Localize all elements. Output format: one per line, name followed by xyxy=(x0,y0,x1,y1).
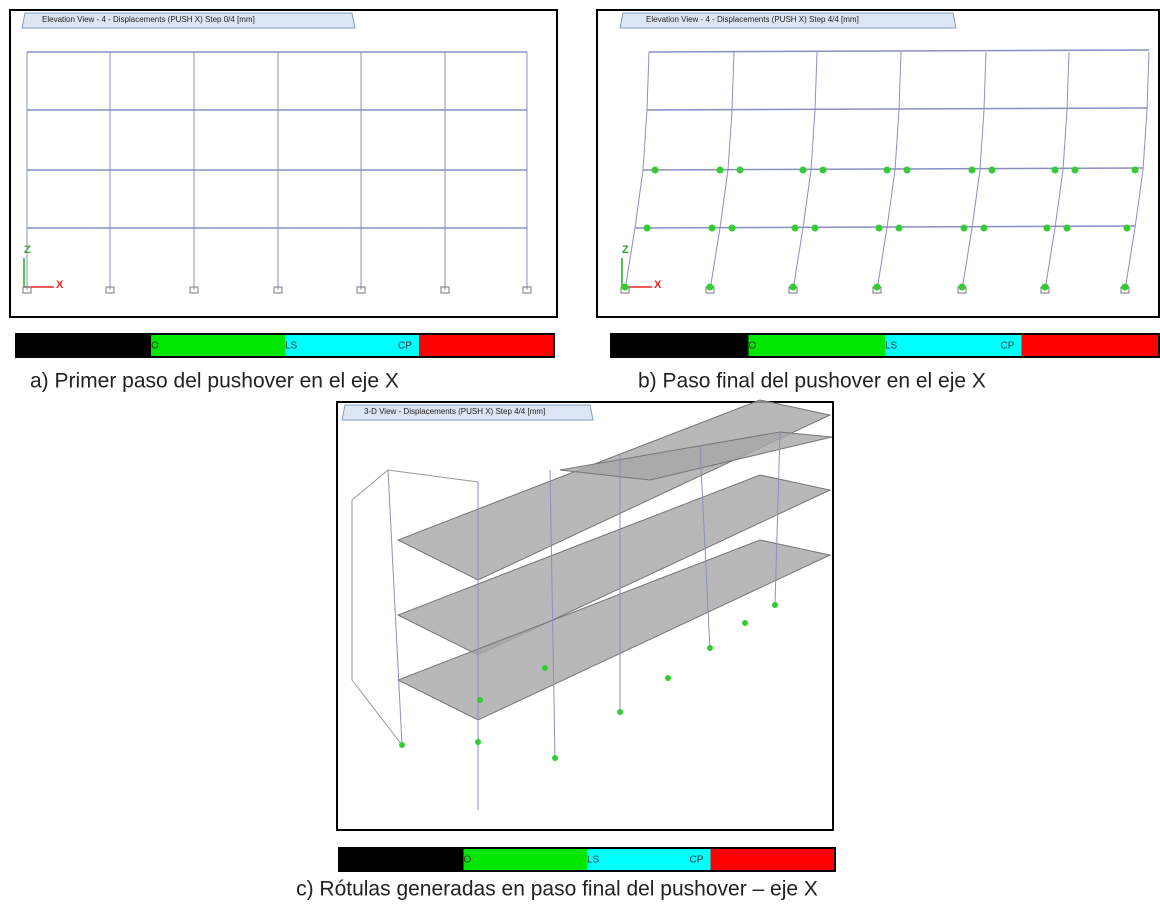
hinge xyxy=(884,167,891,174)
legend-segment xyxy=(419,335,553,356)
hinge xyxy=(820,167,827,174)
hinge xyxy=(475,739,481,745)
legend-segment xyxy=(749,335,886,356)
hinge xyxy=(874,284,881,291)
legend-label: LS xyxy=(885,341,898,352)
tab-title: Elevation View - 4 - Displacements (PUSH… xyxy=(42,15,255,24)
hinge xyxy=(542,665,548,671)
hinge xyxy=(477,697,483,703)
caption: b) Paso final del pushover en el eje X xyxy=(638,370,986,393)
hinge xyxy=(729,225,736,232)
hinge xyxy=(1072,167,1079,174)
hinge xyxy=(989,167,996,174)
hinge xyxy=(1044,225,1051,232)
legend-segment xyxy=(17,335,151,356)
hinge xyxy=(665,675,671,681)
hinge xyxy=(981,225,988,232)
figure: Elevation View - 4 - Displacements (PUSH… xyxy=(0,0,1160,909)
window-a xyxy=(10,10,557,317)
hinge xyxy=(959,284,966,291)
hinge xyxy=(737,167,744,174)
hinge xyxy=(1052,167,1059,174)
legend-segment xyxy=(151,335,285,356)
hinge xyxy=(790,284,797,291)
window-b xyxy=(597,10,1159,317)
legend-label: O xyxy=(151,341,159,352)
hinge xyxy=(1064,225,1071,232)
hinge xyxy=(552,755,558,761)
hinge xyxy=(709,225,716,232)
caption: c) Rótulas generadas en paso final del p… xyxy=(296,878,818,901)
hinge xyxy=(904,167,911,174)
legend-label: LS xyxy=(587,855,600,866)
legend-label: O xyxy=(464,855,472,866)
hinge xyxy=(717,167,724,174)
legend-label: CP xyxy=(690,855,704,866)
hinge xyxy=(399,742,405,748)
hinge xyxy=(1042,284,1049,291)
hinge xyxy=(792,225,799,232)
hinge xyxy=(617,709,623,715)
hinge xyxy=(707,284,714,291)
hinge xyxy=(876,225,883,232)
legend-label: CP xyxy=(1001,341,1015,352)
hinge xyxy=(622,284,629,291)
caption: a) Primer paso del pushover en el eje X xyxy=(30,370,399,393)
hinge xyxy=(707,645,713,651)
hinge xyxy=(961,225,968,232)
hinge xyxy=(969,167,976,174)
hinge xyxy=(896,225,903,232)
legend-segment xyxy=(464,849,588,870)
legend-segment xyxy=(1022,335,1159,356)
legend-segment xyxy=(612,335,749,356)
hinge xyxy=(800,167,807,174)
legend-label: CP xyxy=(398,341,412,352)
hinge xyxy=(1122,284,1129,291)
axis-label: X xyxy=(654,279,662,291)
axis-label: X xyxy=(56,279,64,291)
axis-label: Z xyxy=(622,244,629,256)
hinge xyxy=(742,620,748,626)
hinge xyxy=(772,602,778,608)
legend-label: LS xyxy=(285,341,298,352)
hinge xyxy=(1124,225,1131,232)
legend-label: O xyxy=(749,341,757,352)
hinge xyxy=(644,225,651,232)
hinge xyxy=(652,167,659,174)
tab-title: 3-D View - Displacements (PUSH X) Step 4… xyxy=(364,407,545,416)
legend-segment xyxy=(711,849,835,870)
tab-title: Elevation View - 4 - Displacements (PUSH… xyxy=(646,15,859,24)
hinge xyxy=(1132,167,1139,174)
legend-segment xyxy=(340,849,464,870)
hinge xyxy=(812,225,819,232)
